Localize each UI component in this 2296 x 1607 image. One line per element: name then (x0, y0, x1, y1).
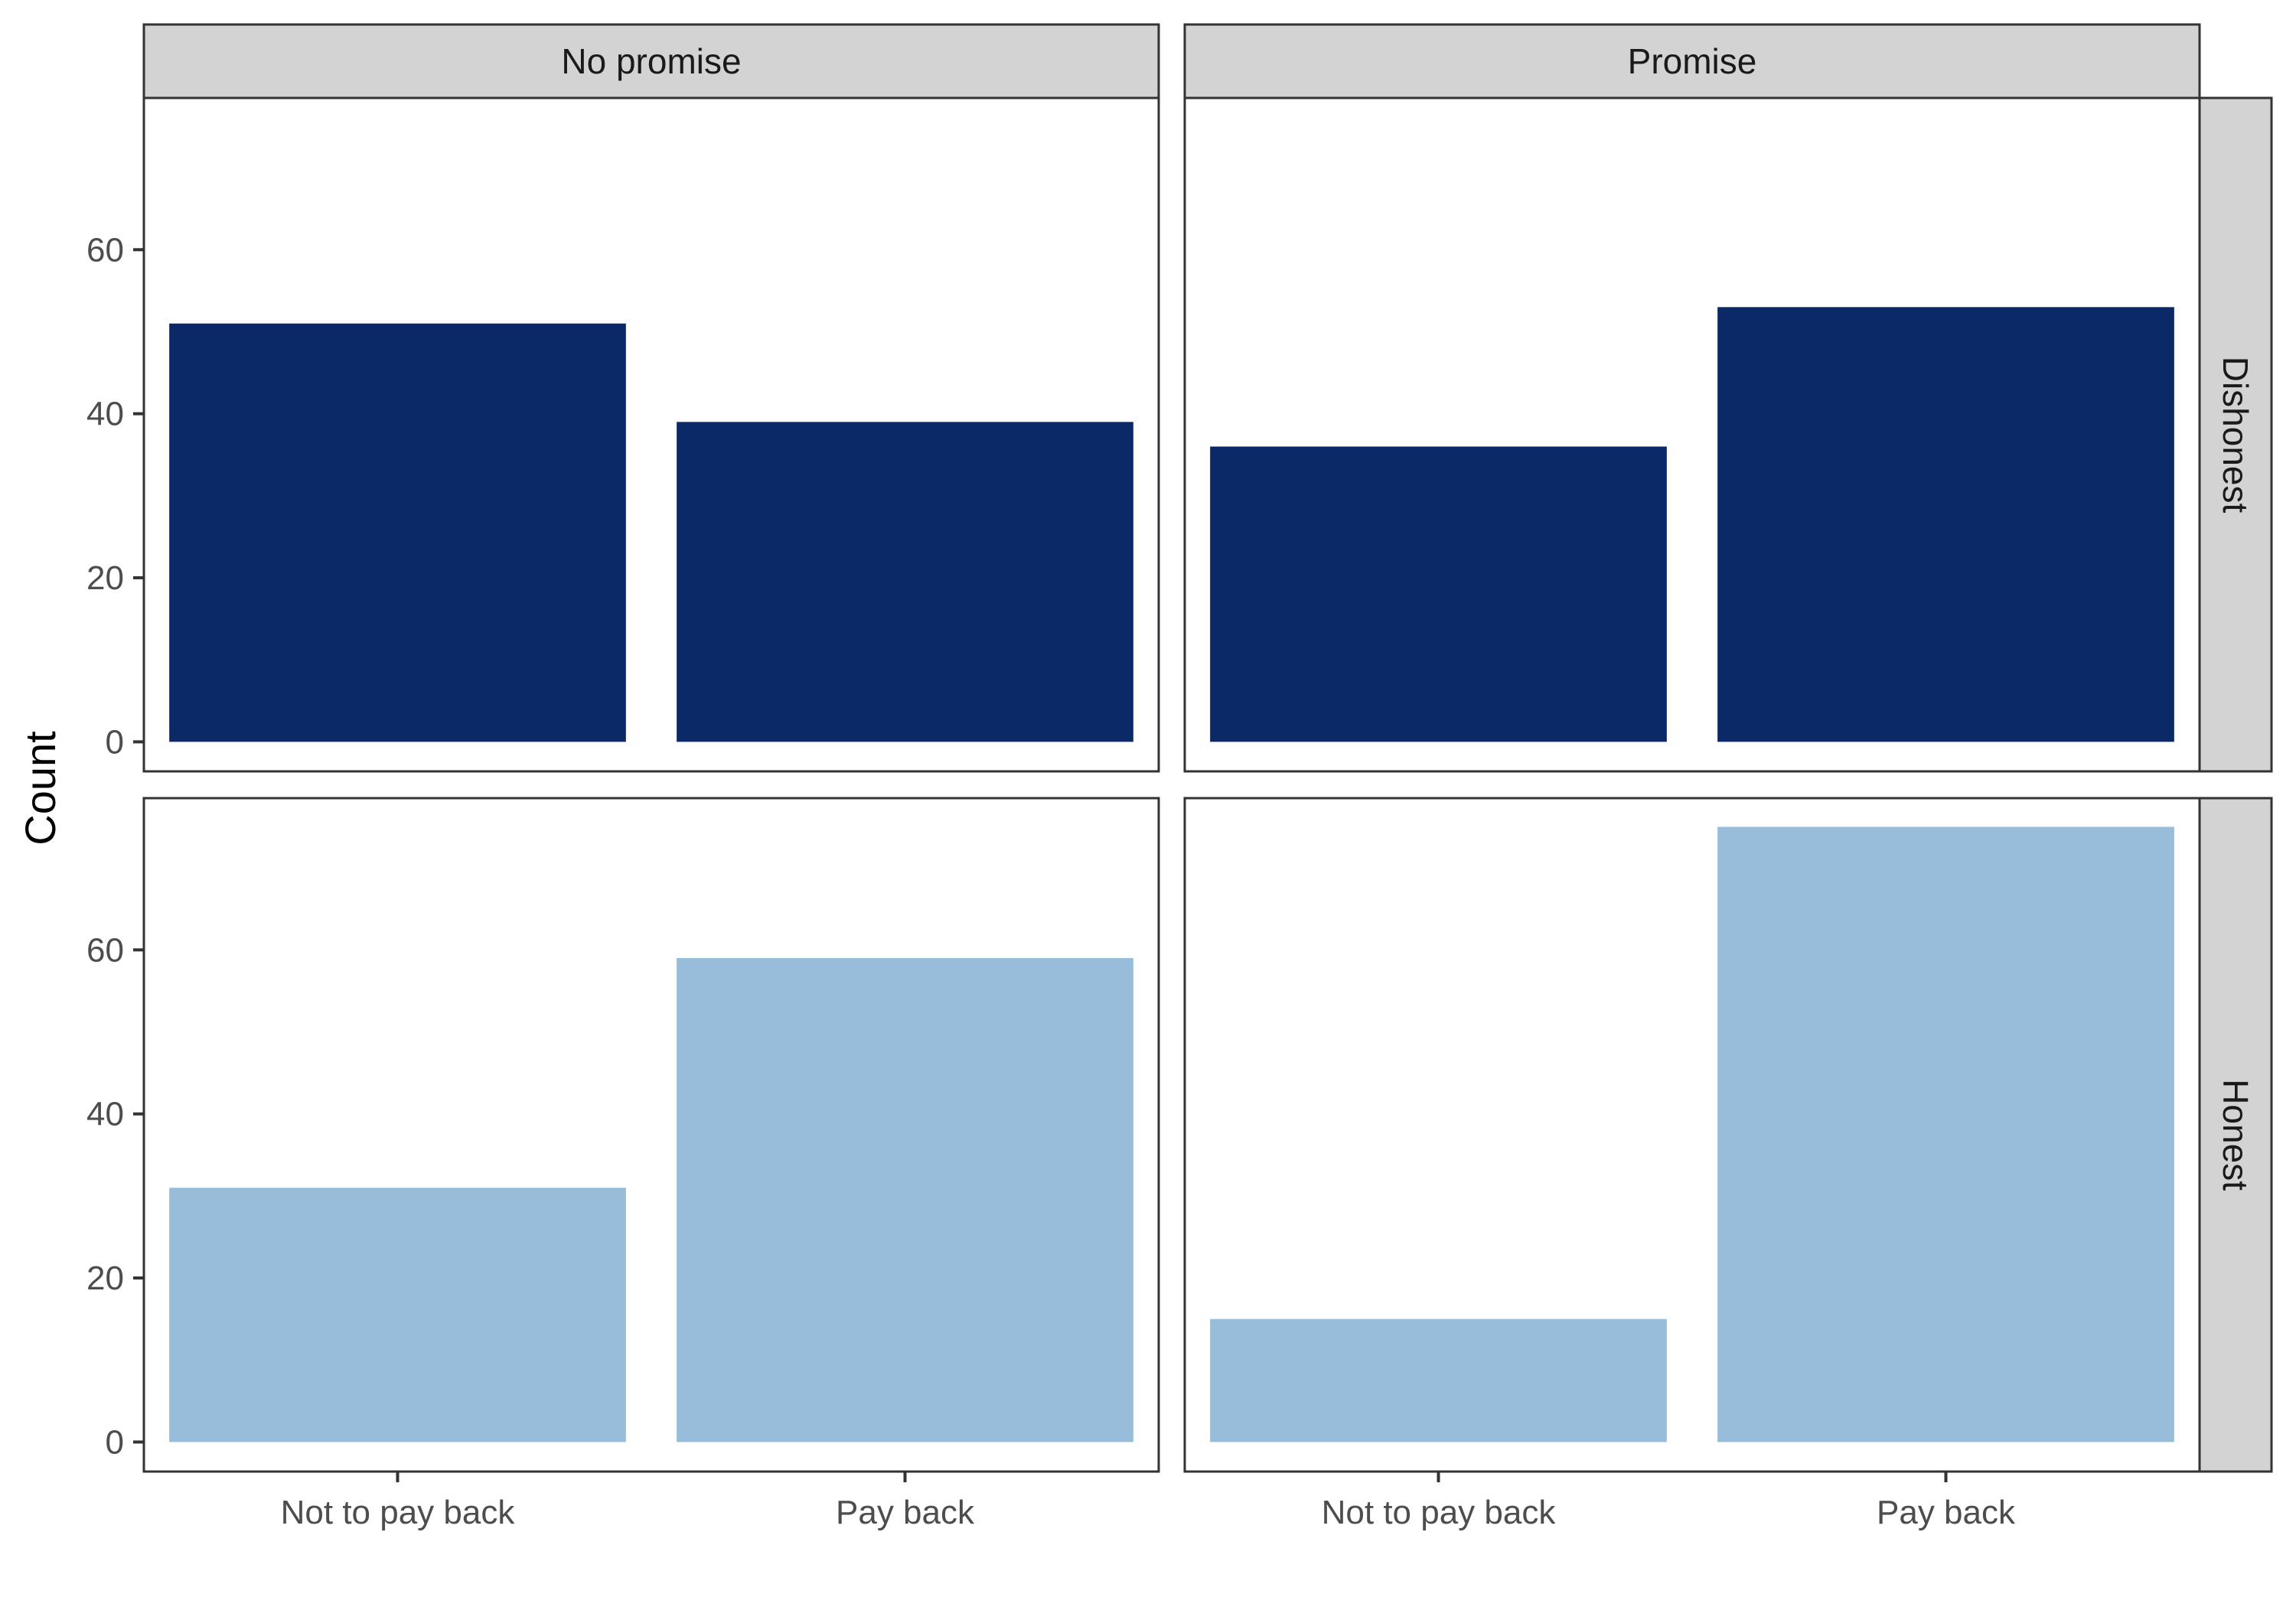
bar-no-promise-honest-pay-back (677, 958, 1133, 1442)
y-tick-label: 40 (86, 396, 124, 433)
bar-promise-honest-pay-back (1717, 826, 2174, 1442)
bar-no-promise-honest-not-to-pay-back (169, 1188, 626, 1442)
x-tick-label: Not to pay back (281, 1494, 516, 1531)
bar-no-promise-dishonest-pay-back (677, 422, 1133, 742)
x-tick-label: Pay back (1877, 1494, 2016, 1531)
x-tick-label: Not to pay back (1322, 1494, 1557, 1531)
panel-border (1183, 96, 2201, 773)
y-tick-label: 60 (86, 931, 124, 969)
panel-border (1183, 797, 2201, 1473)
facet-strip-dishonest (2198, 96, 2273, 773)
facet-strip-promise (1183, 23, 2201, 99)
bar-no-promise-dishonest-not-to-pay-back (169, 323, 626, 742)
plot-area: No promise Promise Dishonest Honest 0 20 40 60 0… (86, 23, 2273, 1531)
facet-strip-honest (2198, 797, 2273, 1473)
panel-border (142, 797, 1160, 1473)
y-tick-label: 20 (86, 1260, 124, 1297)
facet-strip-label: Honest (2216, 1079, 2255, 1191)
y-axis-title: Count (16, 731, 64, 846)
x-tick-label: Pay back (836, 1494, 975, 1531)
y-tick-label: 40 (86, 1096, 124, 1133)
y-tick-label: 0 (106, 1423, 124, 1461)
y-tick-label: 0 (106, 723, 124, 761)
bar-promise-honest-not-to-pay-back (1210, 1319, 1667, 1442)
y-tick-label: 60 (86, 231, 124, 269)
facet-strip-label: No promise (561, 41, 741, 81)
panel-border (142, 96, 1160, 773)
bar-promise-dishonest-not-to-pay-back (1210, 446, 1667, 742)
facet-strip-label: Promise (1628, 41, 1757, 81)
y-tick-label: 20 (86, 559, 124, 597)
facet-strip-no-promise (142, 23, 1160, 99)
facet-strip-label: Dishonest (2216, 357, 2255, 513)
bar-promise-dishonest-pay-back (1717, 307, 2174, 742)
